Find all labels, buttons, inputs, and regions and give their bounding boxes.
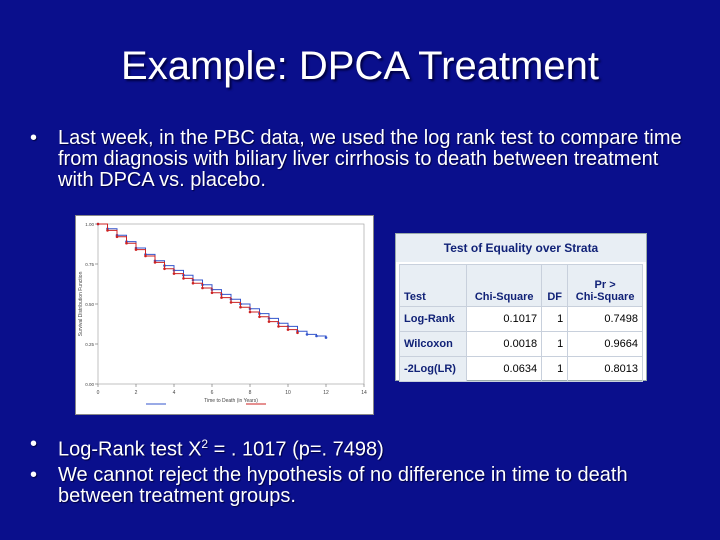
header-p-top: Pr > xyxy=(594,279,616,291)
data-point xyxy=(248,310,252,314)
bullet-dot-icon: • xyxy=(30,433,38,455)
data-point xyxy=(191,281,195,285)
logrank-prefix: Log-Rank test X xyxy=(58,438,202,461)
row-p: 0.8013 xyxy=(567,356,643,382)
km-survival-plot: 0 2 4 6 8 10 12 14 0.00 0.25 0.50 0.75 1.00 Time to D… xyxy=(75,215,374,415)
data-point xyxy=(210,291,214,295)
bullet-text: Last week, in the PBC data, we used the … xyxy=(58,127,682,191)
data-point xyxy=(229,301,233,304)
data-point xyxy=(172,272,176,275)
table-row: -2Log(LR) 0.0634 1 0.8013 xyxy=(398,356,643,382)
row-p: 0.9664 xyxy=(567,331,643,357)
data-point xyxy=(315,334,318,338)
x-tick-label: 6 xyxy=(211,390,214,396)
row-df: 1 xyxy=(541,306,569,332)
data-point xyxy=(324,336,328,339)
bullet-item: • We cannot reject the hypothesis of no … xyxy=(30,463,690,507)
logrank-sup: 2 xyxy=(201,437,209,451)
data-point xyxy=(115,235,119,239)
data-point xyxy=(239,305,242,309)
y-tick-label: 0.50 xyxy=(85,302,94,307)
data-point xyxy=(201,286,204,290)
data-point xyxy=(220,296,223,299)
header-p: Pr > Chi-Square xyxy=(567,264,643,307)
data-point xyxy=(296,331,299,335)
data-point xyxy=(267,320,271,323)
row-df: 1 xyxy=(541,356,569,382)
row-chisq: 0.0634 xyxy=(466,356,543,382)
table-caption: Test of Equality over Strata xyxy=(396,234,646,262)
km-plot-svg: 0 2 4 6 8 10 12 14 0.00 0.25 0.50 0.75 1.00 Time to D… xyxy=(78,222,367,405)
row-p: 0.7498 xyxy=(567,306,643,332)
data-point xyxy=(286,328,290,331)
series-line-1 xyxy=(98,223,298,333)
x-tick-label: 2 xyxy=(135,390,138,396)
y-tick-label: 0.25 xyxy=(85,342,94,347)
bullet-item: • Last week, in the PBC data, we used th… xyxy=(30,128,690,191)
table-row: Log-Rank 0.1017 1 0.7498 xyxy=(398,306,643,332)
header-chisq: Chi-Square xyxy=(466,264,543,307)
header-p-bottom: Chi-Square xyxy=(575,291,635,303)
header-test: Test xyxy=(398,264,468,307)
bullet-list-bottom: • Log-Rank test X2 = . 1017 (p=. 7498) •… xyxy=(30,434,690,511)
y-tick-label: 1.00 xyxy=(85,222,94,227)
bullet-item: • Log-Rank test X2 = . 1017 (p=. 7498) xyxy=(30,434,690,461)
row-test-name: -2Log(LR) xyxy=(398,356,468,382)
x-tick-label: 14 xyxy=(361,390,367,396)
x-tick-label: 4 xyxy=(173,390,176,396)
data-point xyxy=(96,222,100,226)
bullet-list-top: • Last week, in the PBC data, we used th… xyxy=(30,128,690,195)
table-row: Wilcoxon 0.0018 1 0.9664 xyxy=(398,331,643,357)
header-df: DF xyxy=(541,264,569,307)
x-tick-label: 12 xyxy=(323,390,329,396)
data-point xyxy=(277,325,280,328)
row-df: 1 xyxy=(541,331,569,357)
bullet-dot-icon: • xyxy=(30,463,38,486)
y-tick-label: 0.75 xyxy=(85,262,94,267)
x-tick-label: 8 xyxy=(249,390,252,396)
table-header-row: Test Chi-Square DF Pr > Chi-Square xyxy=(398,264,643,307)
series-line-0 xyxy=(98,223,327,338)
data-point xyxy=(305,333,309,336)
y-axis-label: Survival Distribution Function xyxy=(78,271,84,336)
data-point xyxy=(258,315,261,319)
stats-table: Test Chi-Square DF Pr > Chi-Square Log-R… xyxy=(398,264,643,382)
data-point xyxy=(144,254,147,258)
test-equality-table: Test of Equality over Strata Test Chi-Sq… xyxy=(395,233,647,382)
row-test-name: Wilcoxon xyxy=(398,331,468,357)
data-point xyxy=(106,229,109,232)
x-tick-label: 10 xyxy=(285,390,291,396)
logrank-suffix: = . 1017 (p=. 7498) xyxy=(208,438,384,461)
data-point xyxy=(153,261,157,264)
x-tick-label: 0 xyxy=(97,390,100,396)
bullet-text: Log-Rank test X2 = . 1017 (p=. 7498) xyxy=(58,434,690,461)
y-tick-label: 0.00 xyxy=(85,382,94,387)
row-chisq: 0.1017 xyxy=(466,306,543,332)
data-point xyxy=(125,241,128,245)
bullet-dot-icon: • xyxy=(30,127,38,149)
data-point xyxy=(182,277,185,280)
slide-title: Example: DPCA Treatment xyxy=(121,44,599,88)
x-axis-label: Time to Death (in Years) xyxy=(204,398,258,404)
row-test-name: Log-Rank xyxy=(398,306,468,332)
data-point xyxy=(163,267,166,271)
data-point xyxy=(134,248,138,251)
bullet-text: We cannot reject the hypothesis of no di… xyxy=(58,463,628,507)
row-chisq: 0.0018 xyxy=(466,331,543,357)
